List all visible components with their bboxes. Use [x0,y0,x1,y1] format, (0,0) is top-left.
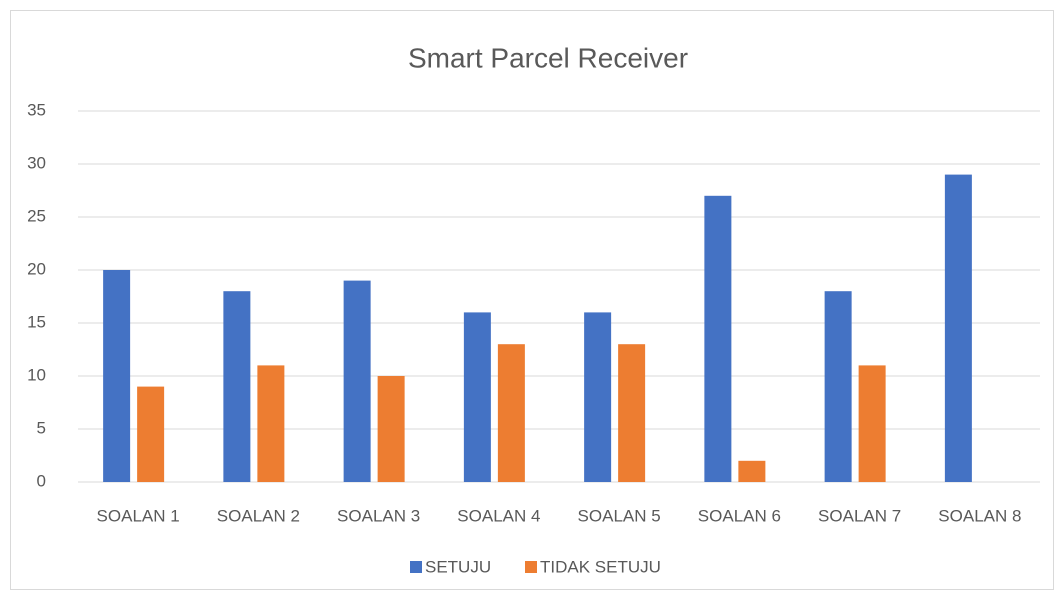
bar [584,312,612,482]
y-tick-label: 15 [27,312,46,331]
bar [944,174,972,482]
x-tick-label: SOALAN 3 [337,506,420,525]
bar [738,460,766,482]
bar [377,376,405,482]
chart-title: Smart Parcel Receiver [408,42,688,73]
bar [704,195,732,483]
bar [103,270,131,482]
bar [463,312,491,482]
bar [618,344,646,482]
x-tick-label: SOALAN 1 [97,506,180,525]
x-tick-label: SOALAN 2 [217,506,300,525]
bar [257,365,285,482]
x-tick-label: SOALAN 7 [818,506,901,525]
bar [223,291,251,482]
y-tick-label: 10 [27,365,46,384]
x-tick-label: SOALAN 5 [578,506,661,525]
x-tick-label: SOALAN 8 [938,506,1021,525]
bar [137,386,165,482]
chart-frame [10,10,1054,590]
y-tick-label: 20 [27,259,46,278]
y-tick-label: 5 [37,418,46,437]
x-tick-label: SOALAN 4 [457,506,540,525]
bar [858,365,886,482]
legend-label: SETUJU [425,557,491,576]
y-tick-label: 30 [27,153,46,172]
bar [497,344,525,482]
bar [824,291,852,482]
x-tick-label: SOALAN 6 [698,506,781,525]
bar [343,280,371,482]
legend-swatch [525,561,537,573]
legend-label: TIDAK SETUJU [540,557,661,576]
legend-swatch [410,561,422,573]
y-tick-label: 25 [27,206,46,225]
y-tick-label: 35 [27,100,46,119]
y-tick-label: 0 [37,471,46,490]
